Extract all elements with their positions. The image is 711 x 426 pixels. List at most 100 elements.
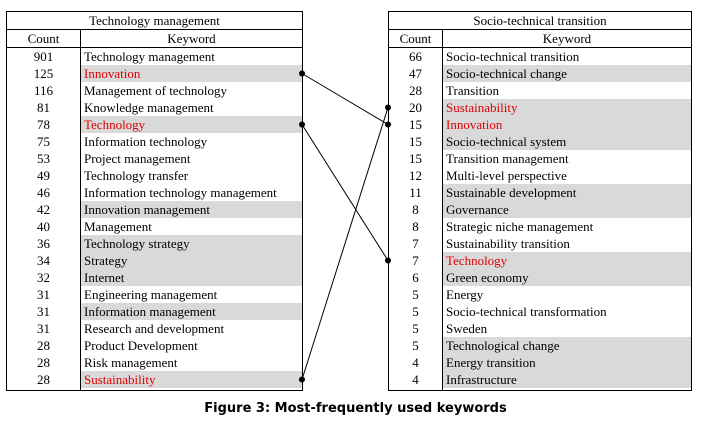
table-row: 78 Technology bbox=[7, 116, 302, 133]
table-row: 28 Transition bbox=[389, 82, 691, 99]
table-row: 28 Sustainability bbox=[7, 371, 302, 388]
keyword-cell: Governance bbox=[443, 201, 691, 218]
keyword-cell: Internet bbox=[81, 269, 302, 286]
count-cell: 4 bbox=[412, 355, 419, 370]
link-start-dot bbox=[299, 376, 305, 383]
count-cell: 5 bbox=[412, 338, 419, 353]
table-row: 125 Innovation bbox=[7, 65, 302, 82]
keyword-cell: Socio-technical transformation bbox=[446, 304, 607, 319]
count-header: Count bbox=[399, 31, 432, 46]
count-cell: 28 bbox=[37, 355, 50, 370]
keyword-cell: Sustainability transition bbox=[446, 236, 570, 251]
keyword-cell: Management bbox=[84, 219, 152, 234]
keyword-cell: Socio-technical transition bbox=[446, 49, 580, 64]
count-cell: 75 bbox=[37, 134, 50, 149]
keyword-cell: Socio-technical system bbox=[443, 133, 691, 150]
keyword-cell: Project management bbox=[84, 151, 191, 166]
keyword-cell: Sustainability bbox=[443, 99, 691, 116]
table-row: 15 Socio-technical system bbox=[389, 133, 691, 150]
figure-caption: Figure 3: Most-frequently used keywords bbox=[204, 401, 507, 416]
count-cell: 15 bbox=[409, 117, 422, 132]
count-cell: 40 bbox=[37, 219, 50, 234]
table-row: 75 Information technology bbox=[7, 133, 302, 150]
table-row: 81 Knowledge management bbox=[7, 99, 302, 116]
count-cell: 81 bbox=[37, 100, 50, 115]
keyword-cell: Innovation bbox=[443, 116, 691, 133]
socio-technical-transition-table: Socio-technical transition Count Keyword… bbox=[388, 11, 692, 391]
keyword-cell: Transition management bbox=[446, 151, 569, 166]
count-cell: 901 bbox=[33, 49, 54, 64]
table-header: Count Keyword bbox=[7, 30, 302, 48]
count-cell: 5 bbox=[412, 321, 419, 336]
table-row: 49 Technology transfer bbox=[7, 167, 302, 184]
keyword-cell: Technology bbox=[443, 252, 691, 269]
count-cell: 12 bbox=[409, 168, 422, 183]
technology-management-table: Technology management Count Keyword 901 T… bbox=[6, 11, 303, 391]
keyword-cell: Information technology management bbox=[84, 185, 277, 200]
count-cell: 116 bbox=[33, 83, 54, 98]
keyword-cell: Sweden bbox=[446, 321, 488, 336]
table-row: 15 Innovation bbox=[389, 116, 691, 133]
column-divider bbox=[80, 30, 81, 390]
count-cell: 15 bbox=[409, 134, 422, 149]
keyword-cell: Technological change bbox=[443, 337, 691, 354]
keyword-cell: Green economy bbox=[443, 269, 691, 286]
count-cell: 31 bbox=[37, 304, 50, 319]
table-header: Count Keyword bbox=[389, 30, 691, 48]
link-line bbox=[301, 107, 389, 380]
count-cell: 5 bbox=[412, 304, 419, 319]
table-row: 4 Energy transition bbox=[389, 354, 691, 371]
count-cell: 32 bbox=[37, 270, 50, 285]
count-header: Count bbox=[27, 31, 60, 46]
keyword-cell: Technology strategy bbox=[81, 235, 302, 252]
keyword-cell: Knowledge management bbox=[84, 100, 214, 115]
count-cell: 125 bbox=[33, 66, 54, 81]
link-end-dot bbox=[385, 257, 391, 264]
count-cell: 36 bbox=[37, 236, 50, 251]
keyword-cell: Socio-technical change bbox=[443, 65, 691, 82]
table-row: 7 Technology bbox=[389, 252, 691, 269]
table-title: Socio-technical transition bbox=[389, 12, 691, 30]
table-row: 53 Project management bbox=[7, 150, 302, 167]
count-cell: 5 bbox=[412, 287, 419, 302]
table-row: 32 Internet bbox=[7, 269, 302, 286]
table-row: 36 Technology strategy bbox=[7, 235, 302, 252]
count-cell: 7 bbox=[412, 253, 419, 268]
table-row: 34 Strategy bbox=[7, 252, 302, 269]
link-start-dot bbox=[299, 121, 305, 128]
keyword-cell: Information management bbox=[81, 303, 302, 320]
keyword-cell: Technology bbox=[81, 116, 302, 133]
keyword-cell: Multi-level perspective bbox=[446, 168, 567, 183]
table-row: 31 Research and development bbox=[7, 320, 302, 337]
keyword-cell: Information technology bbox=[84, 134, 208, 149]
keyword-cell: Innovation management bbox=[81, 201, 302, 218]
link-end-dot bbox=[385, 121, 391, 128]
table-row: 31 Engineering management bbox=[7, 286, 302, 303]
table-row: 42 Innovation management bbox=[7, 201, 302, 218]
link-end-dot bbox=[385, 104, 391, 111]
keyword-cell: Energy transition bbox=[443, 354, 691, 371]
keyword-cell: Strategy bbox=[81, 252, 302, 269]
count-cell: 28 bbox=[409, 83, 422, 98]
table-row: 5 Energy bbox=[389, 286, 691, 303]
keyword-cell: Technology transfer bbox=[84, 168, 189, 183]
count-cell: 28 bbox=[37, 372, 50, 387]
table-row: 46 Information technology management bbox=[7, 184, 302, 201]
count-cell: 42 bbox=[37, 202, 50, 217]
table-row: 6 Green economy bbox=[389, 269, 691, 286]
keyword-cell: Strategic niche management bbox=[446, 219, 594, 234]
table-row: 5 Socio-technical transformation bbox=[389, 303, 691, 320]
keyword-header: Keyword bbox=[542, 31, 592, 46]
count-cell: 28 bbox=[37, 338, 50, 353]
table-row: 31 Information management bbox=[7, 303, 302, 320]
table-row: 20 Sustainability bbox=[389, 99, 691, 116]
keyword-cell: Engineering management bbox=[84, 287, 218, 302]
count-cell: 4 bbox=[412, 372, 419, 387]
count-cell: 31 bbox=[37, 321, 50, 336]
table-row: 4 Infrastructure bbox=[389, 371, 691, 388]
table-row: 12 Multi-level perspective bbox=[389, 167, 691, 184]
keyword-cell: Technology management bbox=[84, 49, 215, 64]
link-line bbox=[301, 73, 389, 125]
table-row: 5 Sweden bbox=[389, 320, 691, 337]
keyword-cell: Sustainable development bbox=[443, 184, 691, 201]
